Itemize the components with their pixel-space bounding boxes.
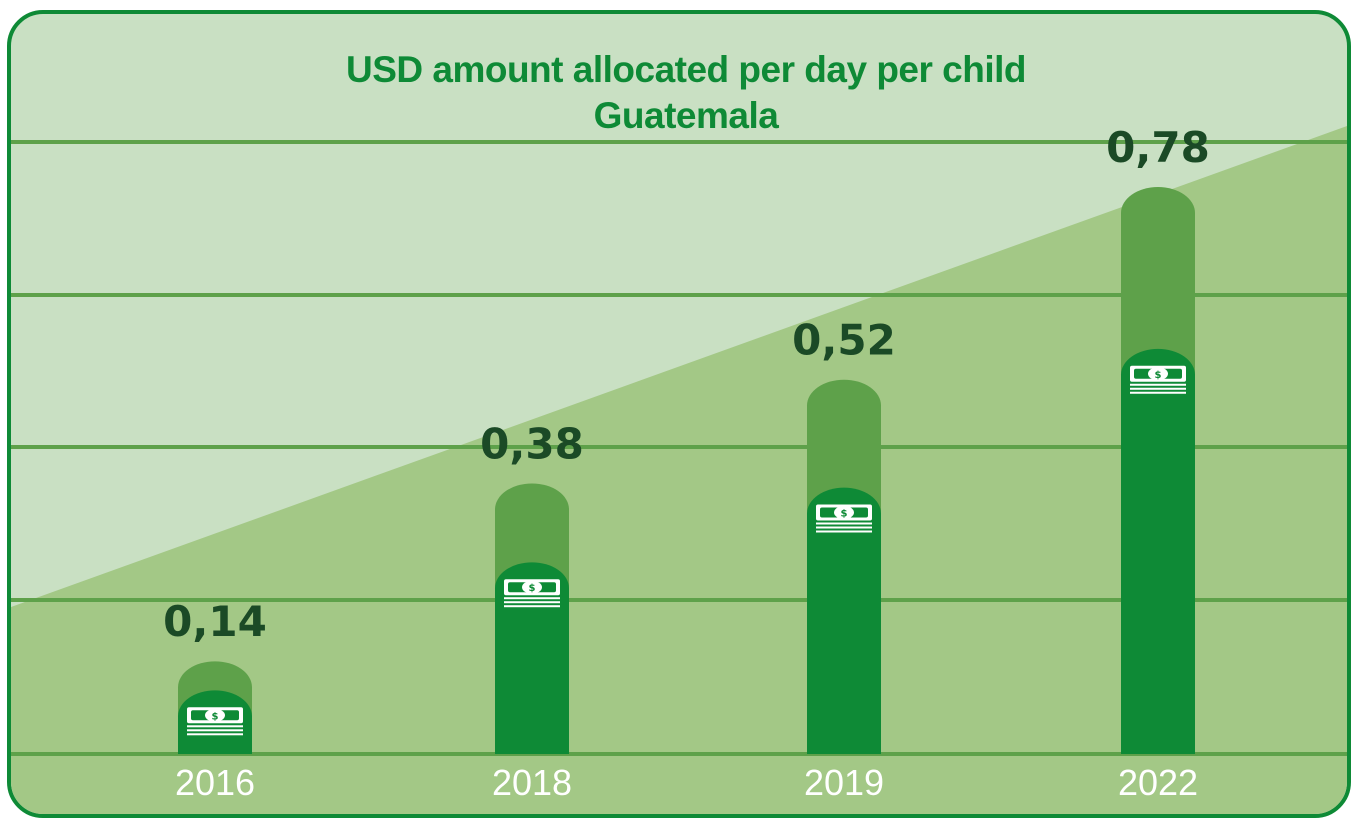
chart-card: $ $ $ $ 0,14 2016 0,38 2018 0,52 2019 0,78 2022 US… xyxy=(7,10,1351,818)
chart-title: USD amount allocated per day per child xyxy=(346,49,1026,90)
chart-bars: $ $ $ $ xyxy=(178,186,1195,754)
chart-canvas: $ $ $ $ 0,14 2016 0,38 2018 0,52 2019 0,78 2022 US… xyxy=(11,49,1347,814)
x-tick-label: 2019 xyxy=(804,762,884,803)
x-tick-label: 2022 xyxy=(1118,762,1198,803)
money-stack-icon: $ xyxy=(504,579,560,608)
svg-text:$: $ xyxy=(529,583,536,594)
data-label: 0,78 xyxy=(1106,123,1210,172)
x-tick-label: 2018 xyxy=(492,762,572,803)
chart-subtitle: Guatemala xyxy=(594,95,780,136)
rising-background-area xyxy=(11,126,1347,814)
money-stack-icon: $ xyxy=(187,707,243,736)
svg-text:$: $ xyxy=(212,711,219,722)
svg-text:$: $ xyxy=(841,509,848,520)
x-tick-label: 2016 xyxy=(175,762,255,803)
data-label: 0,38 xyxy=(480,419,584,468)
money-stack-icon: $ xyxy=(1130,365,1186,394)
svg-text:$: $ xyxy=(1155,370,1162,381)
money-stack-icon: $ xyxy=(816,504,872,533)
chart-background xyxy=(11,126,1347,814)
chart-labels: 0,14 2016 0,38 2018 0,52 2019 0,78 2022 xyxy=(163,123,1210,803)
bar xyxy=(495,562,569,754)
data-label: 0,14 xyxy=(163,597,267,646)
bar xyxy=(807,487,881,754)
data-label: 0,52 xyxy=(792,316,896,365)
bar xyxy=(1121,348,1195,754)
